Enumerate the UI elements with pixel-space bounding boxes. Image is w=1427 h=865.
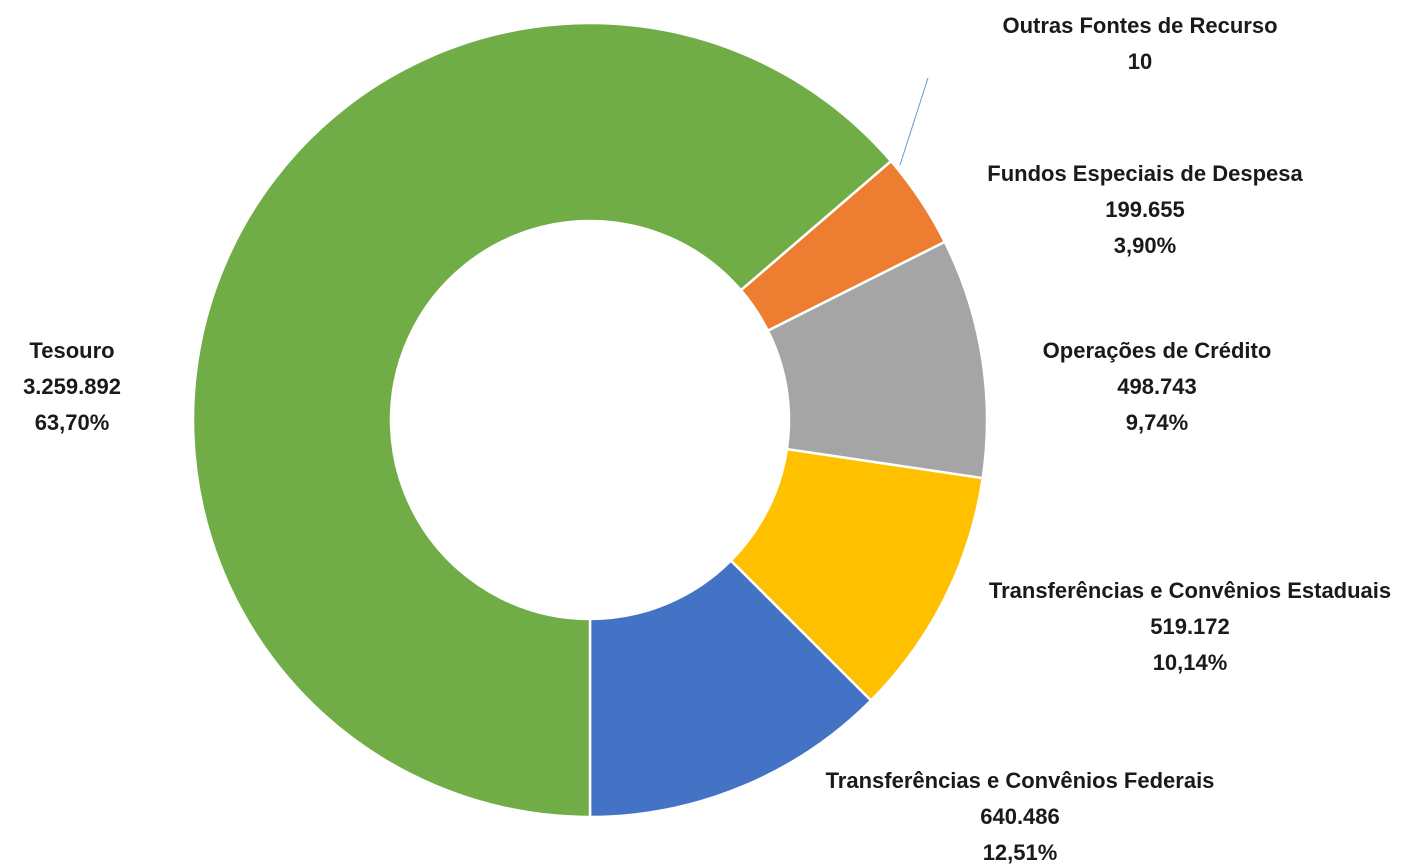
value-label: 498.743 bbox=[1117, 374, 1197, 399]
value-label: 3.259.892 bbox=[23, 374, 121, 399]
slice-label: Operações de Crédito bbox=[1043, 338, 1272, 363]
slice-label: Tesouro bbox=[29, 338, 114, 363]
slice-label: Fundos Especiais de Despesa bbox=[987, 161, 1303, 186]
slice bbox=[588, 558, 873, 819]
value-label: 519.172 bbox=[1150, 614, 1230, 639]
percent-label: 10,14% bbox=[1153, 650, 1228, 675]
leader-line bbox=[899, 77, 929, 166]
slice-label: Transferências e Convênios Federais bbox=[826, 768, 1215, 793]
value-label: 640.486 bbox=[980, 804, 1060, 829]
value-label: 199.655 bbox=[1105, 197, 1185, 222]
percent-label: 9,74% bbox=[1126, 410, 1188, 435]
percent-label: 12,51% bbox=[983, 840, 1058, 865]
percent-label: 3,90% bbox=[1114, 233, 1176, 258]
value-label: 10 bbox=[1128, 49, 1152, 74]
slice-label: Outras Fontes de Recurso bbox=[1002, 13, 1277, 38]
percent-label: 63,70% bbox=[35, 410, 110, 435]
slice bbox=[729, 447, 985, 703]
slice-label: Transferências e Convênios Estaduais bbox=[989, 578, 1391, 603]
slice bbox=[191, 21, 893, 819]
